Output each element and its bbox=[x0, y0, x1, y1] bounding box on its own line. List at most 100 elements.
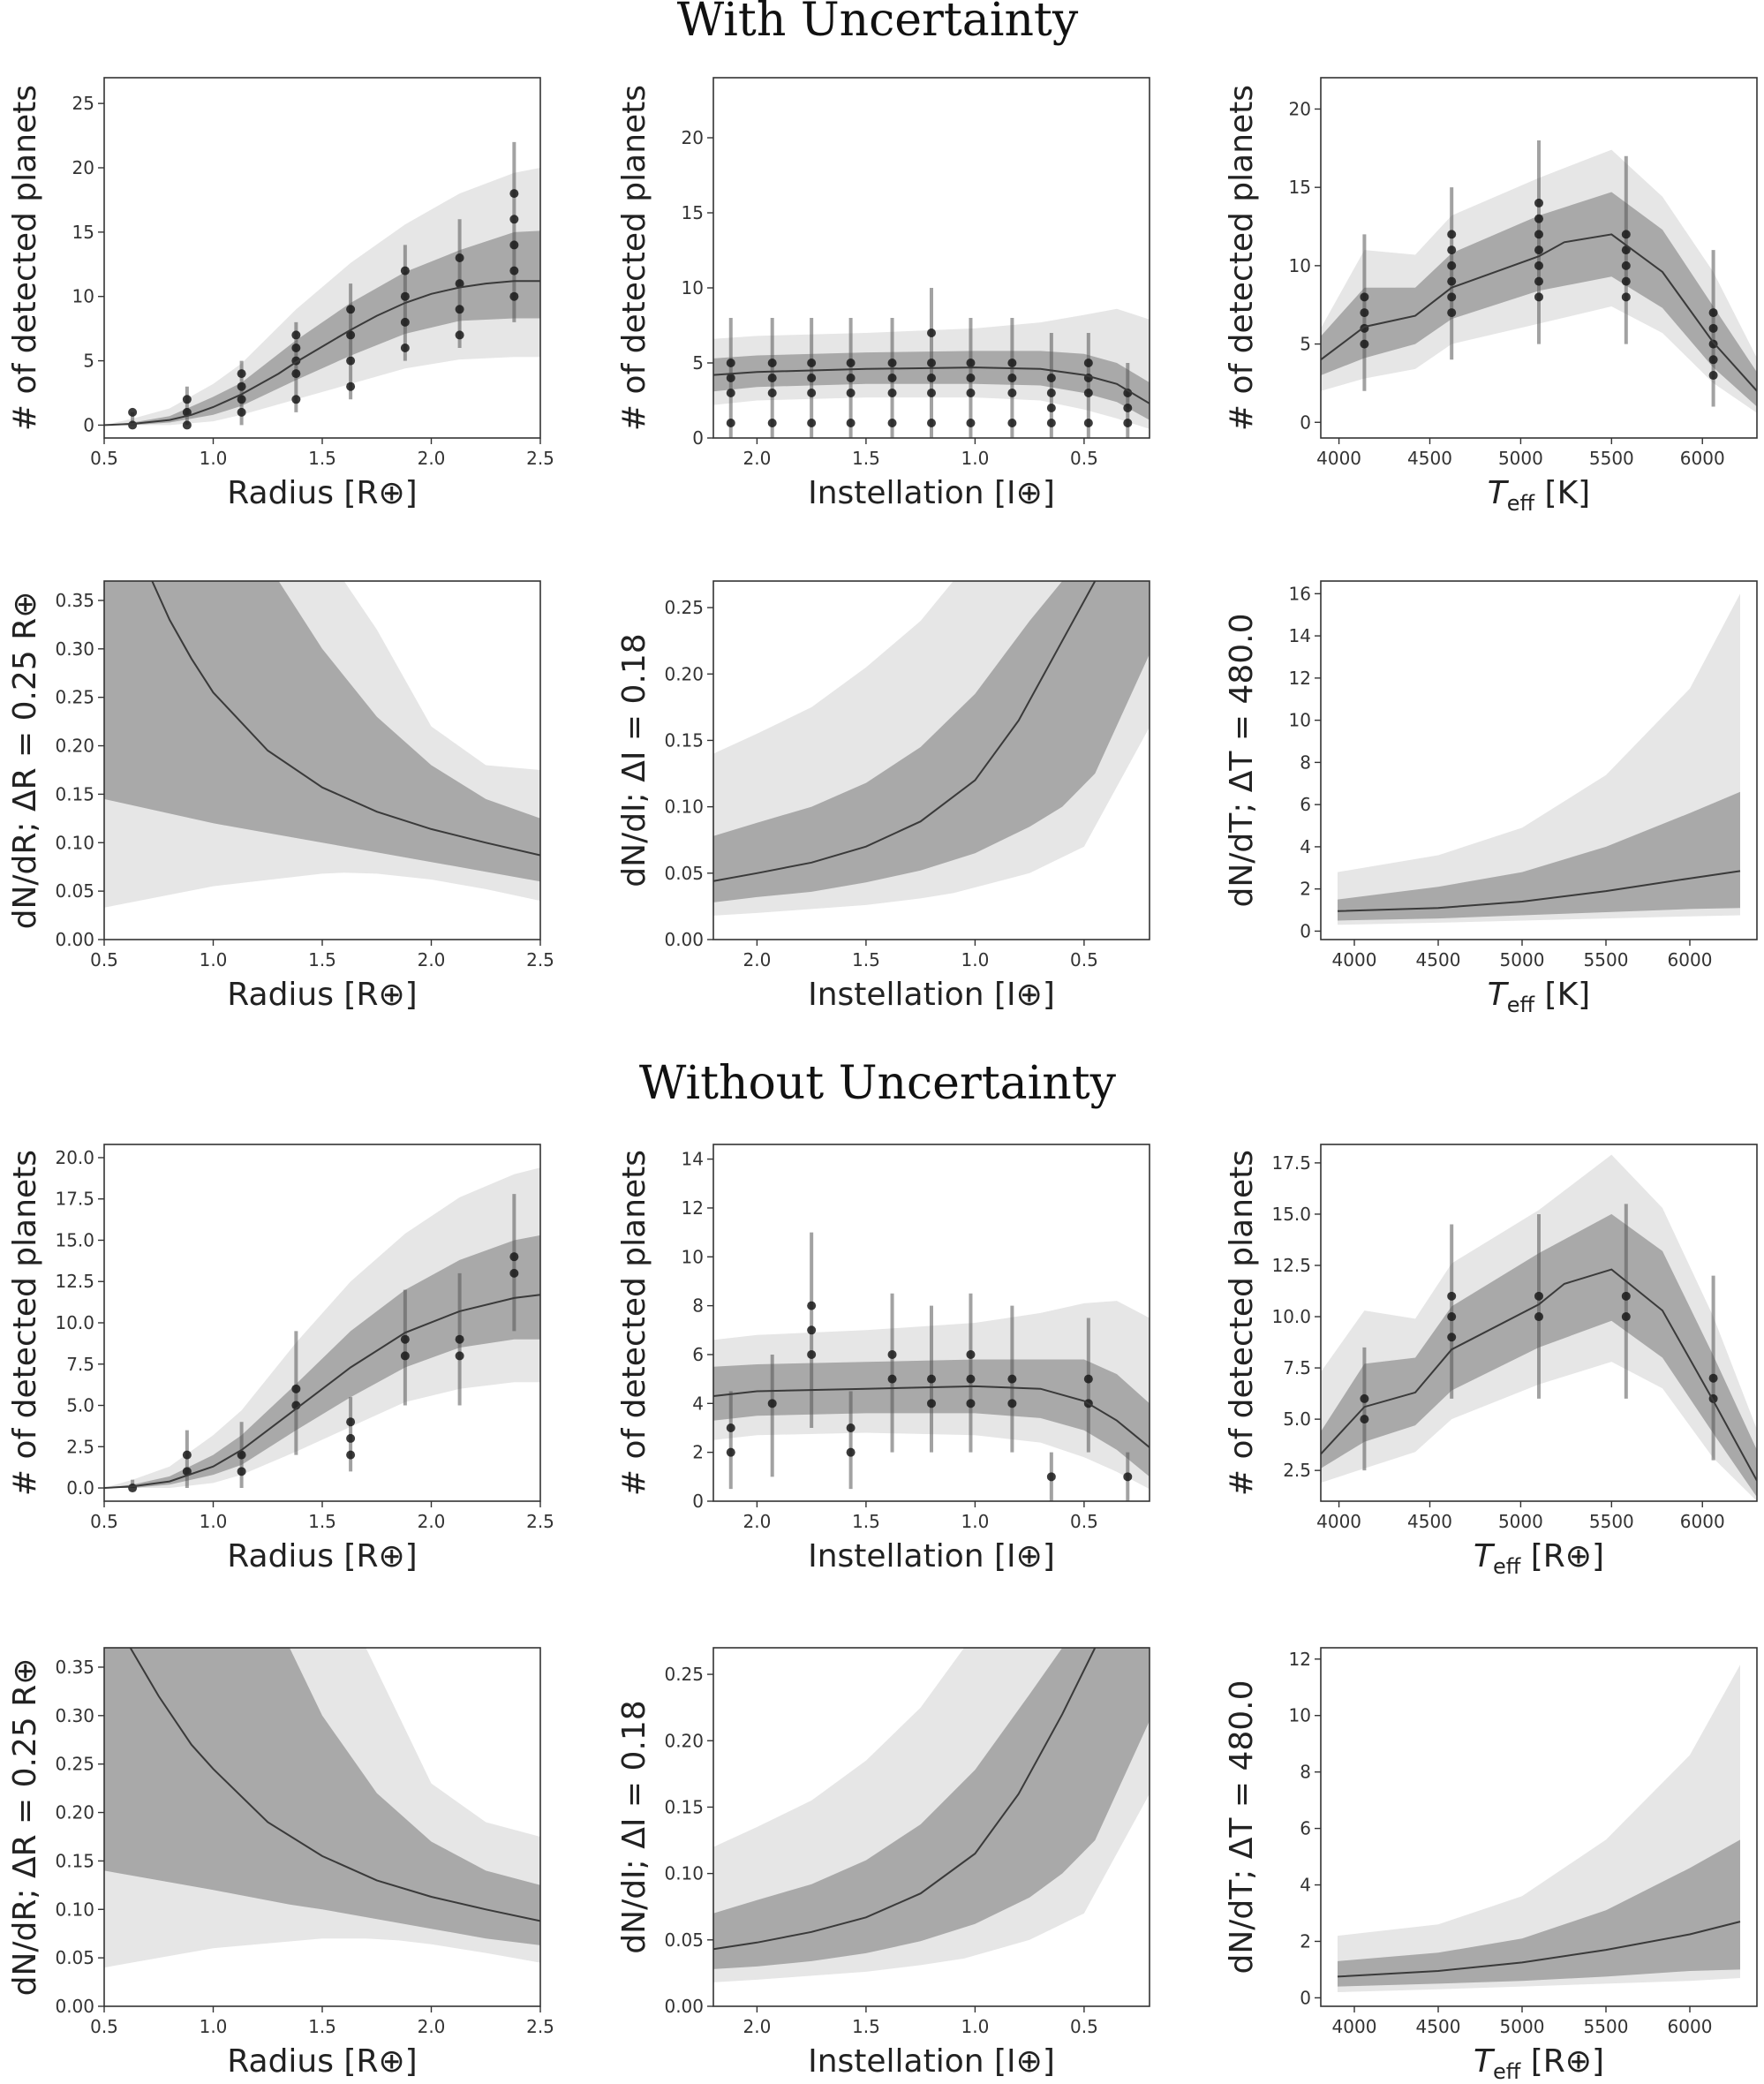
data-point-group bbox=[1046, 333, 1056, 438]
data-point bbox=[400, 317, 410, 327]
y-axis-label: # of detected planets bbox=[7, 85, 43, 431]
model-line bbox=[713, 1648, 1097, 1951]
x-tick-label: 0.5 bbox=[1070, 949, 1098, 970]
x-tick-label: 2.5 bbox=[526, 1511, 554, 1532]
data-point-group bbox=[1447, 187, 1457, 360]
model-line bbox=[1337, 1921, 1741, 1978]
y-tick-label: 0 bbox=[692, 1491, 704, 1512]
data-point bbox=[846, 374, 856, 382]
x-tick-label: 6000 bbox=[1668, 949, 1713, 970]
y-tick-label: 0.00 bbox=[55, 1996, 94, 2017]
data-point bbox=[1708, 355, 1718, 365]
data-point bbox=[509, 1268, 519, 1278]
data-point bbox=[1046, 374, 1056, 382]
x-tick-label: 0.5 bbox=[1070, 1511, 1098, 1532]
data-point bbox=[291, 369, 301, 379]
y-tick-label: 10.0 bbox=[1271, 1306, 1311, 1327]
x-tick-label: 5000 bbox=[1500, 949, 1545, 970]
y-axis-label: # of detected planets bbox=[1224, 1150, 1260, 1496]
y-axis-label: dN/dR; ΔR = 0.25 R⊕ bbox=[7, 1658, 43, 1997]
x-tick-label: 5500 bbox=[1584, 949, 1629, 970]
data-point-group bbox=[1621, 1204, 1631, 1399]
y-tick-label: 0.00 bbox=[664, 929, 704, 950]
y-tick-label: 10 bbox=[1289, 1705, 1311, 1726]
y-tick-label: 0.25 bbox=[664, 597, 704, 618]
y-tick-label: 7.5 bbox=[66, 1354, 94, 1375]
data-point bbox=[1007, 1374, 1017, 1384]
x-tick-label: 2.0 bbox=[743, 949, 771, 970]
panel-wu-teff-counts: 4000 4500 5000 5500 6000 0 5 10 15 20 Teff [K] # of… bbox=[1224, 77, 1758, 516]
x-tick-label: 5500 bbox=[1584, 2016, 1629, 2037]
data-point-group bbox=[455, 1272, 464, 1406]
x-tick-label: 5000 bbox=[1498, 448, 1543, 469]
model-line bbox=[104, 280, 540, 427]
y-tick-label: 0 bbox=[83, 414, 94, 435]
data-point bbox=[966, 1349, 976, 1359]
y-tick-label: 2 bbox=[1300, 1930, 1311, 1952]
data-point bbox=[1534, 198, 1543, 208]
y-tick-label: 0.20 bbox=[664, 663, 704, 684]
plot-area bbox=[104, 581, 540, 908]
x-tick-label: 0.5 bbox=[90, 2016, 118, 2037]
x-tick-label: 1.0 bbox=[961, 448, 989, 469]
data-point-group bbox=[1447, 1224, 1457, 1399]
y-tick-label: 0.10 bbox=[664, 797, 704, 818]
y-axis-label: dN/dI; ΔI = 0.18 bbox=[616, 1700, 652, 1953]
x-tick-label: 1.5 bbox=[852, 949, 880, 970]
plot-area bbox=[1337, 593, 1741, 925]
y-tick-label: 10 bbox=[72, 286, 94, 307]
inner-band bbox=[1338, 1839, 1740, 1987]
data-point bbox=[1708, 308, 1718, 318]
x-tick-label: 1.0 bbox=[961, 2016, 989, 2037]
y-tick-label: 5 bbox=[1300, 334, 1311, 355]
data-point bbox=[509, 1252, 519, 1262]
y-tick-label: 6 bbox=[1300, 1818, 1311, 1839]
y-axis-label: # of detected planets bbox=[1224, 85, 1260, 431]
section-title-with-uncertainty: With Uncertainty bbox=[677, 0, 1079, 47]
y-tick-label: 16 bbox=[1289, 583, 1311, 604]
x-tick-label: 6000 bbox=[1668, 2016, 1713, 2037]
model-line bbox=[151, 581, 540, 857]
x-tick-label: 4000 bbox=[1316, 448, 1361, 469]
y-tick-label: 15 bbox=[1289, 177, 1311, 198]
data-point bbox=[400, 344, 410, 352]
y-tick-label: 0.30 bbox=[55, 638, 94, 660]
data-point bbox=[927, 359, 936, 367]
data-point bbox=[846, 419, 856, 427]
data-point bbox=[1534, 245, 1543, 255]
model-line bbox=[104, 1294, 540, 1489]
data-point bbox=[767, 374, 777, 382]
data-point bbox=[927, 1399, 936, 1408]
y-tick-label: 0 bbox=[1300, 1987, 1311, 2008]
data-point bbox=[509, 266, 519, 276]
data-point bbox=[966, 419, 976, 427]
data-point bbox=[1447, 1291, 1457, 1301]
y-tick-label: 20.0 bbox=[55, 1147, 94, 1168]
data-point bbox=[966, 374, 976, 382]
data-point-group bbox=[455, 219, 464, 348]
data-point bbox=[807, 419, 817, 427]
data-point bbox=[1007, 1399, 1017, 1408]
data-point bbox=[1447, 245, 1457, 255]
axes-frame bbox=[1320, 580, 1758, 940]
data-point bbox=[927, 328, 936, 337]
y-tick-label: 2 bbox=[692, 1442, 704, 1463]
data-point-group bbox=[1007, 1305, 1017, 1453]
data-point-group bbox=[509, 1194, 519, 1332]
y-tick-label: 8 bbox=[1300, 1762, 1311, 1783]
x-tick-label: 2.0 bbox=[743, 448, 771, 469]
y-tick-label: 6 bbox=[692, 1344, 704, 1365]
y-axis-label: dN/dT; ΔT = 480.0 bbox=[1224, 613, 1260, 907]
data-point bbox=[767, 419, 777, 427]
x-tick-label: 4000 bbox=[1332, 949, 1377, 970]
panel-nu-radius-counts: 0.5 1.0 1.5 2.0 2.5 0.0 2.5 5.0 7.5 10.0 12.5 15.0 1… bbox=[7, 1144, 554, 1574]
data-point bbox=[767, 1399, 777, 1408]
y-axis-label: # of detected planets bbox=[7, 1150, 43, 1496]
panel-wu-inst-density: 2.0 1.5 1.0 0.5 0.00 0.05 0.10 0.15 0.20 0.25 Inst… bbox=[616, 580, 1150, 1013]
data-point bbox=[966, 359, 976, 367]
x-tick-label: 0.5 bbox=[90, 1511, 118, 1532]
data-point bbox=[1447, 1312, 1457, 1322]
data-point bbox=[455, 1334, 464, 1344]
y-tick-label: 12 bbox=[682, 1197, 704, 1219]
